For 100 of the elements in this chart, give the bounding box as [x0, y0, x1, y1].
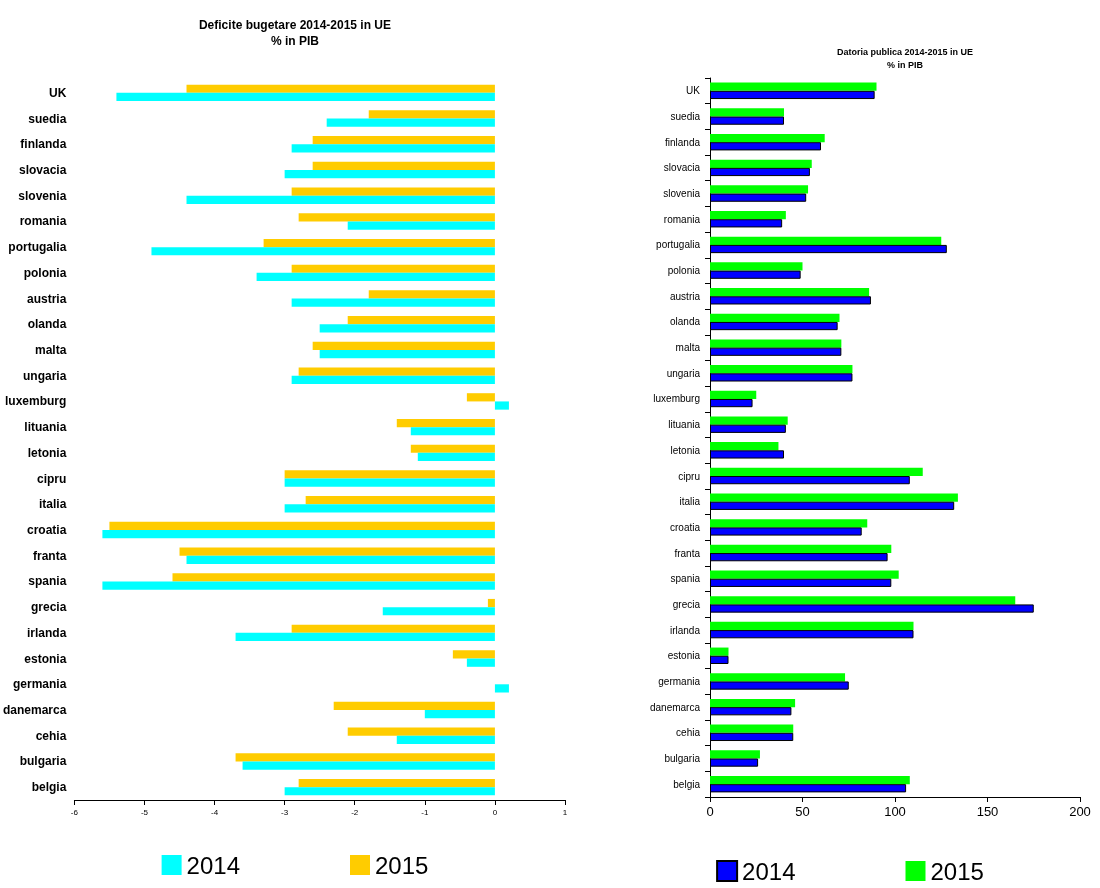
bar [710, 262, 803, 271]
y-tick-label: estonia [24, 651, 67, 666]
y-tick-label: germania [13, 677, 67, 692]
y-tick-label: irlanda [669, 624, 701, 636]
chart-title: Datoria publica 2014-2015 in UE [836, 46, 974, 57]
y-tick-label: polonia [667, 265, 701, 277]
y-tick-label: romania [19, 214, 67, 229]
y-tick-label: olanda [669, 316, 701, 328]
y-tick-label: slovacia [18, 163, 67, 177]
bar [710, 467, 923, 477]
y-tick-label: UK [686, 85, 701, 97]
bar [710, 544, 892, 554]
x-tick-label: 50 [795, 804, 810, 819]
y-tick-label: estonia [667, 650, 701, 662]
y-tick-label: germania [658, 675, 701, 687]
bar [710, 673, 846, 682]
y-tick-label: romania [663, 213, 701, 225]
y-tick-label: spania [670, 573, 701, 585]
y-tick-label: letonia [27, 445, 67, 460]
bar [710, 570, 899, 579]
x-tick-label: -1 [421, 807, 429, 817]
bar [710, 519, 868, 528]
y-tick-label: spania [28, 574, 67, 589]
y-tick-label: olanda [27, 317, 67, 332]
bar [710, 365, 853, 374]
y-tick-label: lituania [24, 420, 67, 435]
y-tick-label: suedia [28, 111, 67, 126]
y-tick-label: cipru [37, 471, 67, 486]
y-tick-label: ungaria [666, 367, 701, 379]
bar [710, 621, 914, 631]
bar [710, 108, 784, 117]
y-tick-label: polonia [23, 265, 67, 280]
y-tick-label: austria [669, 290, 701, 302]
chart-subtitle: % in PIB [270, 34, 320, 48]
y-tick-label: franta [33, 548, 67, 563]
y-tick-label: grecia [31, 600, 67, 615]
y-tick-label: franta [674, 547, 701, 559]
y-tick-label: italia [39, 497, 67, 512]
y-tick-label: lituania [668, 419, 701, 431]
y-tick-label: cehia [676, 727, 701, 739]
bar [710, 133, 825, 143]
y-tick-label: italia [679, 496, 701, 508]
y-tick-label: luxemburg [5, 394, 67, 409]
y-tick-label: grecia [672, 598, 701, 610]
bar [710, 339, 842, 348]
y-tick-label: portugalia [656, 239, 701, 251]
x-tick-label: -4 [210, 807, 219, 817]
y-tick-label: UK [49, 85, 67, 100]
x-tick-label: 0 [492, 807, 498, 817]
y-tick-label: portugalia [8, 240, 67, 255]
bar [710, 647, 729, 656]
y-tick-label: belgia [31, 780, 67, 795]
y-tick-label: ungaria [23, 368, 67, 383]
bar [710, 442, 779, 451]
chart-subtitle: % in PIB [886, 59, 924, 70]
bar [710, 288, 870, 297]
bar [710, 82, 877, 91]
x-tick-label: 0 [706, 804, 714, 819]
y-tick-label: croatia [27, 523, 67, 537]
y-tick-label: danemarca [2, 703, 67, 717]
x-tick-label: -2 [351, 807, 359, 817]
legend-label: 2014 [186, 851, 240, 879]
y-tick-label: letonia [670, 444, 701, 456]
y-tick-label: croatia [669, 521, 701, 533]
y-tick-label: bulgaria [664, 752, 701, 764]
y-tick-label: austria [27, 291, 67, 306]
bar [710, 698, 796, 708]
x-tick-label: 150 [976, 804, 999, 819]
y-tick-label: malta [35, 343, 67, 357]
bar [710, 724, 794, 733]
legend-label: 2015 [375, 851, 429, 879]
y-tick-label: finlanda [664, 136, 701, 148]
x-tick-label: 200 [1069, 804, 1091, 819]
y-tick-label: belgia [673, 778, 701, 790]
bar [710, 775, 910, 785]
bar [710, 596, 1016, 605]
y-tick-label: danemarca [649, 701, 701, 713]
y-tick-label: finlanda [20, 137, 67, 152]
y-tick-label: suedia [670, 111, 701, 123]
x-tick-label: -6 [70, 807, 79, 817]
x-tick-label: 1 [562, 807, 568, 817]
bar [710, 493, 958, 502]
y-tick-label: slovenia [663, 188, 701, 200]
bar [710, 185, 809, 194]
legend-label: 2014 [742, 857, 796, 885]
y-tick-label: irlanda [27, 625, 67, 640]
bar [710, 750, 760, 759]
y-tick-label: bulgaria [19, 754, 67, 769]
x-tick-label: 100 [884, 804, 906, 819]
chart-title: Deficite bugetare 2014-2015 in UE [198, 18, 392, 32]
y-tick-label: luxemburg [653, 393, 700, 405]
legend-label: 2015 [930, 857, 984, 885]
bar [710, 313, 840, 322]
y-tick-label: cehia [35, 728, 67, 743]
bar [710, 236, 942, 245]
y-tick-label: slovacia [663, 162, 701, 174]
x-tick-label: -3 [281, 807, 289, 817]
bar [710, 211, 786, 220]
y-tick-label: cipru [678, 470, 700, 482]
bar [710, 159, 812, 168]
